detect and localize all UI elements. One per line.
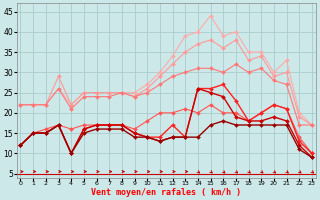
X-axis label: Vent moyen/en rafales ( km/h ): Vent moyen/en rafales ( km/h ) [91, 188, 241, 197]
